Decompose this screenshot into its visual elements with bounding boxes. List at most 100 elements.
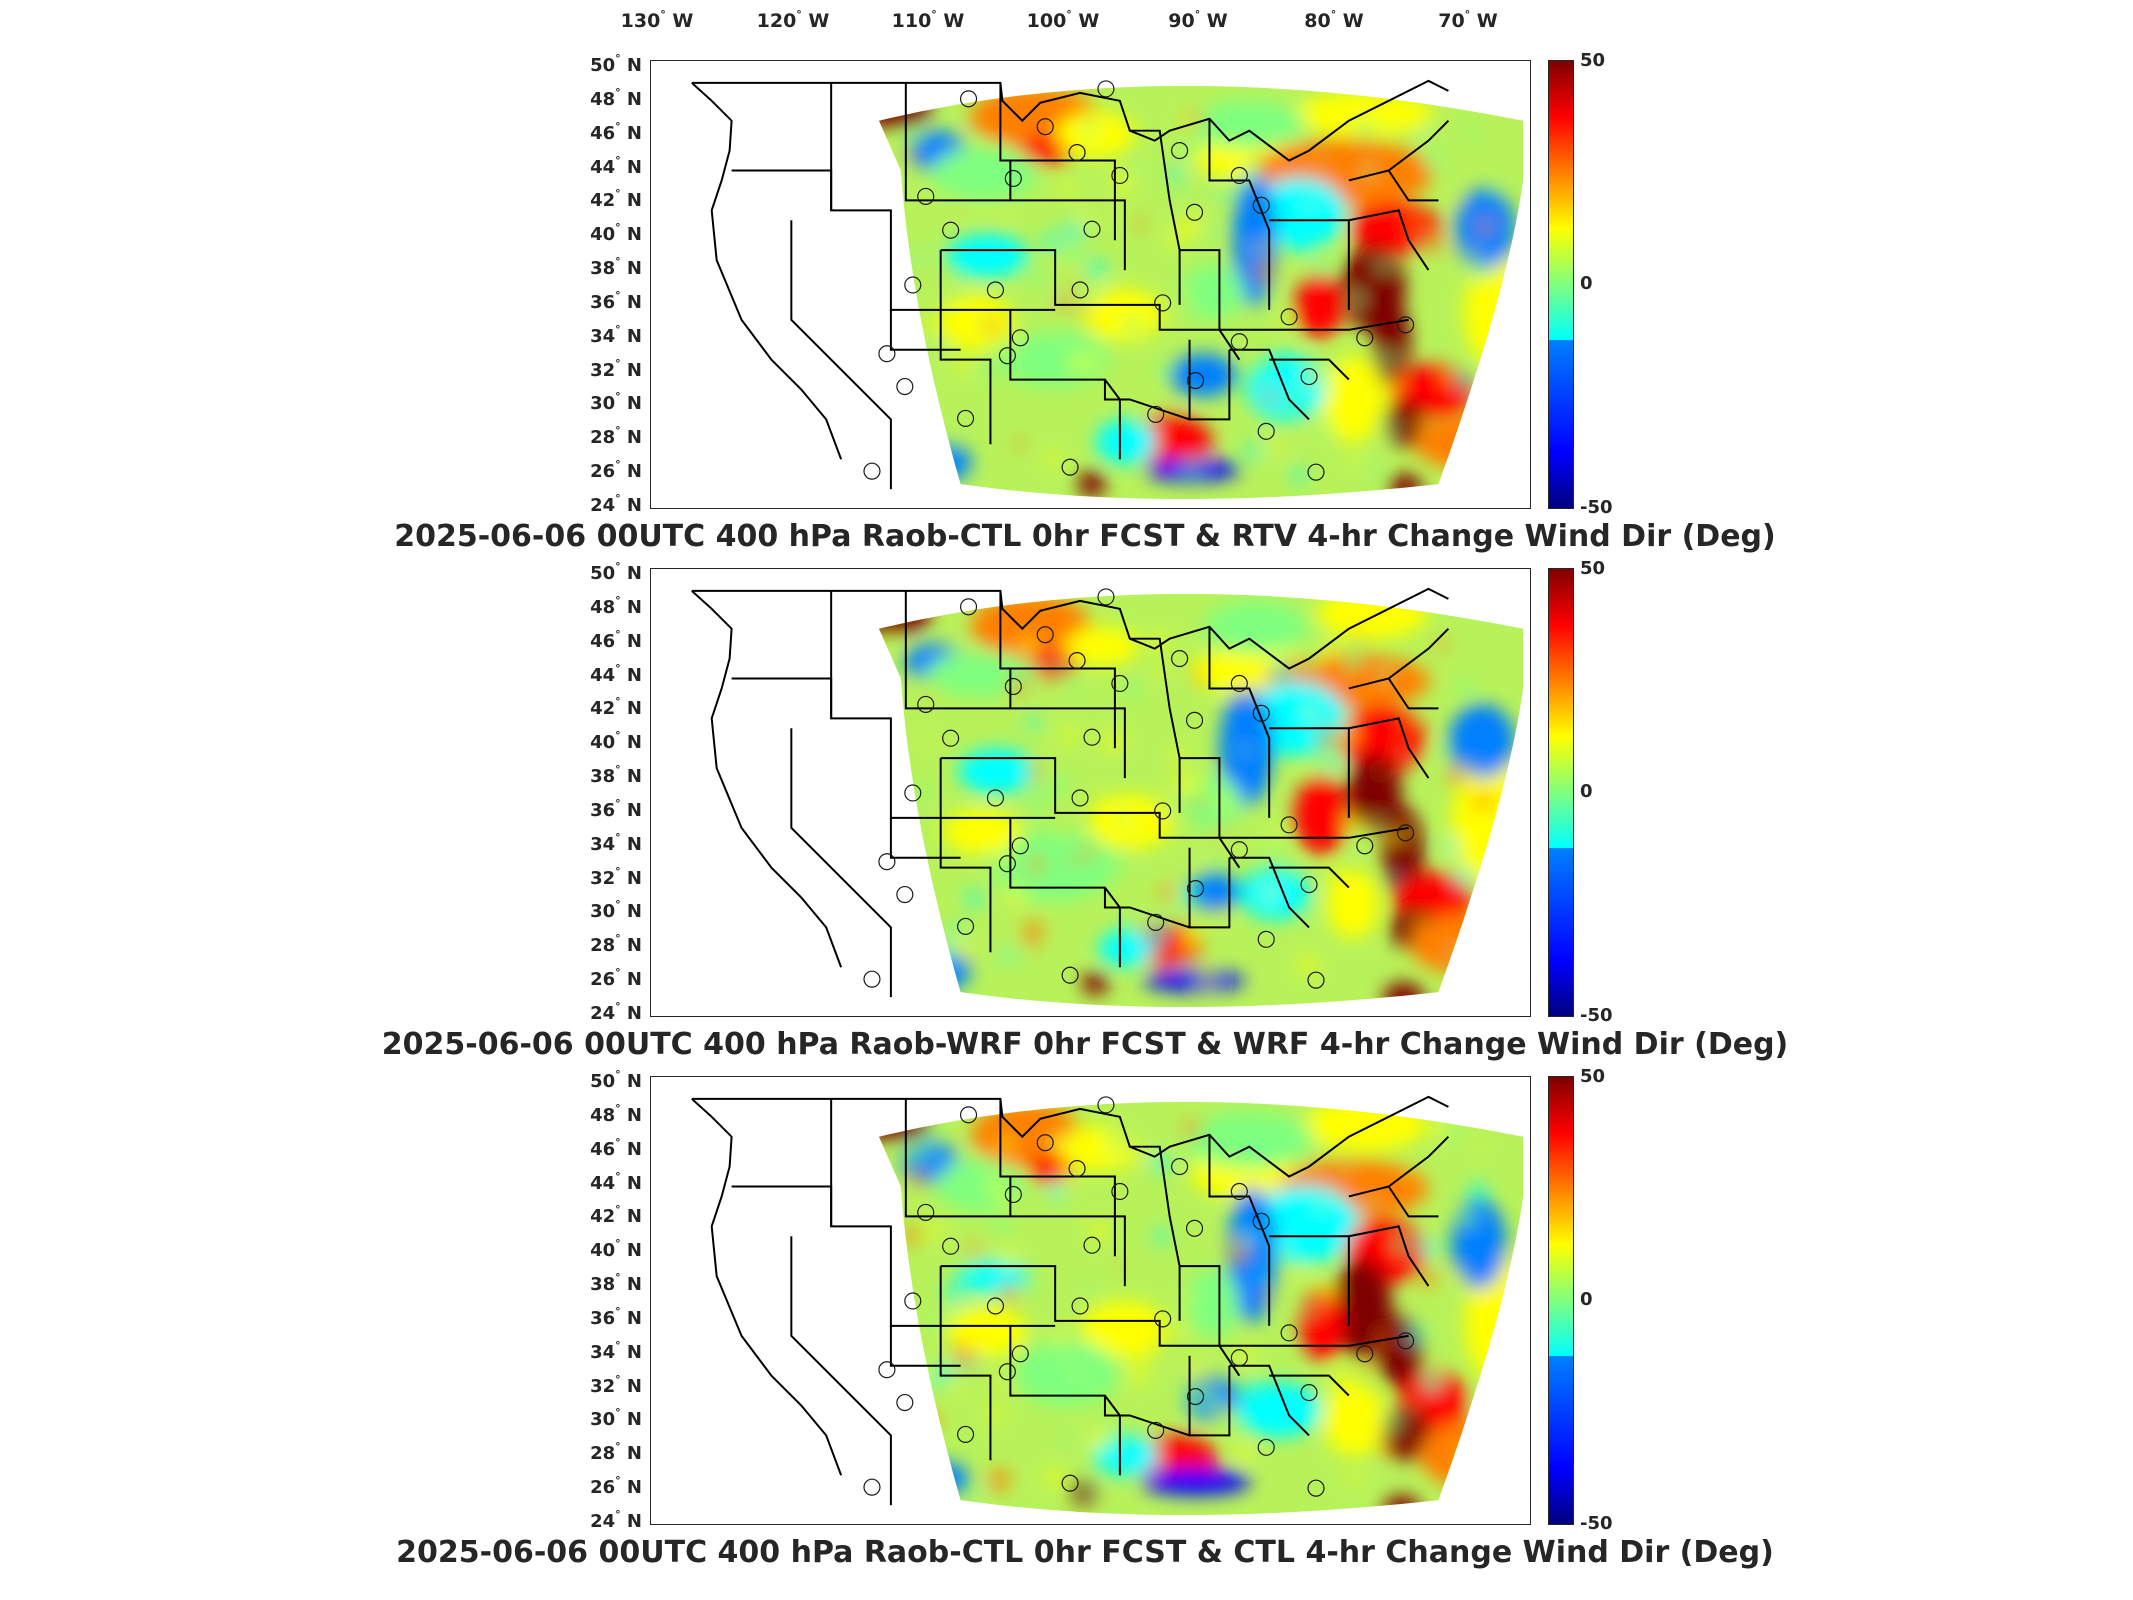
boundary-line <box>904 1098 1012 1218</box>
field-speckle <box>1217 279 1230 293</box>
field-speckle <box>926 691 936 700</box>
field-speckle <box>1173 679 1183 689</box>
field-speckle <box>1220 1152 1227 1159</box>
field-speckle <box>1378 350 1397 369</box>
field-speckle <box>950 293 960 303</box>
latitude-label: 50° N <box>590 1068 642 1092</box>
anomaly-region <box>878 596 932 634</box>
field-speckle <box>891 635 900 644</box>
raob-station-marker <box>942 221 960 239</box>
field-speckle <box>1349 453 1361 466</box>
field-speckle <box>1127 1364 1148 1385</box>
anomaly-region <box>1184 1111 1314 1169</box>
field-speckle <box>1347 290 1365 308</box>
field-speckle <box>971 1235 978 1243</box>
field-speckle <box>912 782 931 801</box>
field-speckle <box>1080 120 1097 137</box>
field-speckle <box>1252 242 1264 254</box>
raob-station-marker <box>917 695 935 713</box>
field-speckle <box>1357 818 1372 833</box>
anomaly-region <box>1169 353 1237 397</box>
boundary-line <box>731 1185 833 1227</box>
field-speckle <box>1279 1245 1289 1255</box>
colorbar <box>1548 568 1574 1017</box>
field-speckle <box>1298 954 1319 975</box>
longitude-label: 80° W <box>1304 8 1364 32</box>
raob-station-marker <box>1071 789 1089 807</box>
raob-station-marker <box>1252 1212 1270 1230</box>
field-speckle <box>1374 387 1393 407</box>
field-speckle <box>1467 1181 1489 1203</box>
field-speckle <box>1489 186 1500 198</box>
boundary-line <box>830 82 941 311</box>
raob-station-marker <box>1356 1345 1374 1363</box>
field-speckle <box>1129 824 1137 831</box>
field-speckle <box>1275 351 1285 361</box>
latitude-label: 42° N <box>590 1203 642 1228</box>
raob-station-marker <box>1307 463 1325 481</box>
boundary-line <box>1179 757 1241 869</box>
raob-station-marker <box>1280 1324 1298 1342</box>
field-speckle <box>1178 193 1186 201</box>
anomaly-region <box>1055 111 1135 158</box>
state-boundaries <box>691 1095 1450 1506</box>
anomaly-region <box>946 233 1029 278</box>
field-speckle <box>984 144 996 156</box>
anomaly-region <box>1414 416 1524 471</box>
latitude-label: 36° N <box>590 1304 642 1329</box>
field-speckle <box>1063 1438 1071 1446</box>
raob-station-marker <box>986 789 1004 807</box>
field-speckle <box>952 1342 974 1365</box>
map-plot-area <box>650 568 1531 1017</box>
field-speckle <box>1088 296 1097 305</box>
colorbar-tick-mid: 0 <box>1580 272 1593 294</box>
field-speckle <box>1005 945 1024 964</box>
boundary-line <box>1348 209 1430 271</box>
boundary-line <box>940 757 1250 839</box>
field-speckle <box>1119 927 1139 947</box>
field-speckle <box>1474 1140 1483 1150</box>
field-speckle <box>1053 292 1071 311</box>
anomaly-region <box>1321 355 1383 443</box>
latitude-label: 32° N <box>590 864 642 889</box>
field-speckle <box>1116 1161 1128 1173</box>
field-speckle <box>1421 132 1429 140</box>
field-speckle <box>1478 1410 1495 1427</box>
field-speckle <box>1467 849 1482 864</box>
field-speckle <box>1027 764 1044 781</box>
field-speckle <box>1434 743 1447 756</box>
field-speckle <box>1487 1355 1495 1363</box>
field-speckle <box>1166 827 1175 836</box>
field-speckle <box>1100 1411 1114 1426</box>
raob-station-marker <box>998 855 1016 873</box>
field-speckle <box>1396 612 1412 628</box>
raob-station-marker <box>904 1292 922 1310</box>
raob-station-marker <box>1252 704 1270 722</box>
raob-station-marker <box>1356 837 1374 855</box>
raob-station-marker <box>1280 308 1298 326</box>
field-speckle <box>1063 1360 1071 1368</box>
field-speckle <box>1237 1238 1250 1252</box>
field-speckle <box>999 1283 1019 1304</box>
raob-station-marker <box>942 729 960 747</box>
field-speckle <box>1465 764 1477 776</box>
raob-station-marker <box>1154 1310 1172 1328</box>
wind-field <box>878 593 1524 1008</box>
field-speckle <box>1045 878 1054 887</box>
boundary-line <box>1179 249 1241 361</box>
boundary-line <box>1179 1265 1241 1377</box>
field-speckle <box>921 1444 929 1452</box>
raob-station-marker <box>1171 1158 1189 1176</box>
field-speckle <box>1188 778 1206 796</box>
field-speckle <box>1422 149 1444 171</box>
raob-station-marker <box>1397 1332 1415 1350</box>
field-speckle <box>1503 885 1510 892</box>
field-speckle <box>1383 420 1400 436</box>
field-speckle <box>1306 909 1318 920</box>
field-speckle <box>1222 186 1239 203</box>
boundary-line <box>1348 1225 1430 1287</box>
field-speckle <box>1026 266 1046 287</box>
panel-title: 2025-06-06 00UTC 400 hPa Raob-CTL 0hr FC… <box>394 519 1776 554</box>
raob-station-marker <box>917 187 935 205</box>
field-speckle <box>1215 1404 1233 1422</box>
